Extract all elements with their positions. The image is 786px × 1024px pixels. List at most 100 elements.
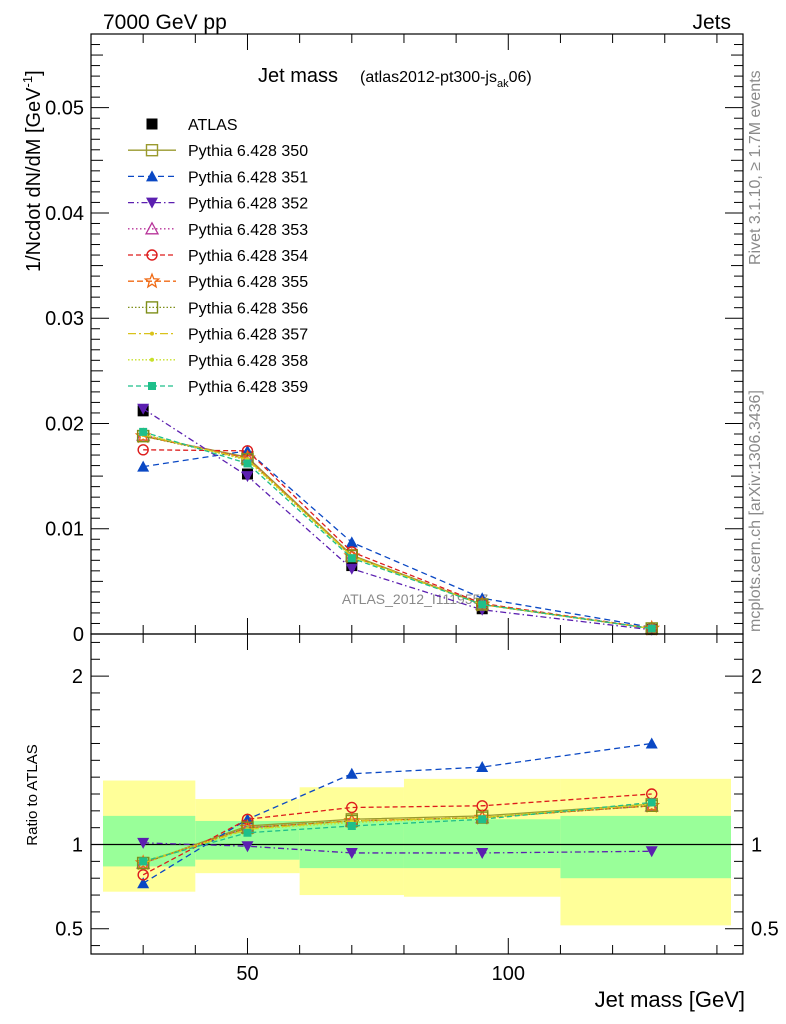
main-y-tick-label: 0.04	[45, 203, 84, 225]
ratio-y-tick-label: 0.5	[55, 919, 83, 941]
ratio-y-tick-label: 1	[72, 835, 83, 857]
ratio-series-line	[143, 842, 652, 854]
ratio-data-point	[478, 815, 487, 824]
ratio-band-inner	[560, 815, 731, 879]
main-data-point	[345, 563, 358, 575]
ratio-y-tick-labels: 0.5 1 2	[55, 666, 83, 941]
legend-marker	[145, 301, 159, 314]
main-series-line	[143, 434, 652, 630]
legend-marker	[145, 143, 159, 157]
side-label-rivet: Rivet 3.1.10, ≥ 1.7M events	[747, 70, 764, 265]
main-title: Jet mass	[258, 65, 338, 87]
ratio-plot-frame	[90, 633, 744, 955]
main-y-axis-label-close: ]	[23, 70, 45, 76]
main-axis-ticks	[90, 33, 743, 635]
main-title-note-sub: ak	[497, 78, 509, 90]
ratio-data-point	[243, 828, 252, 837]
main-y-tick-label: 0	[73, 624, 84, 646]
legend-marker	[146, 249, 158, 261]
main-data-point	[139, 427, 148, 436]
legend-label: Pythia 6.428 356	[188, 300, 308, 317]
legend-label: Pythia 6.428 359	[188, 379, 308, 396]
ratio-y-tick-label-right: 2	[751, 666, 762, 688]
ratio-series-9	[139, 798, 656, 866]
ratio-series-line	[142, 793, 652, 876]
legend-entry: Pythia 6.428 358	[128, 353, 308, 370]
legend-marker	[144, 221, 160, 235]
main-title-note: (atlas2012-pt300-jsak06)	[360, 69, 532, 90]
ratio-y-tick-label-right: 0.5	[751, 919, 779, 941]
main-panel: 0 0.01 0.02 0.03 0.04 0.05 ATLAS_2012_I111955…	[20, 33, 744, 646]
main-data-point	[647, 624, 656, 633]
main-y-tick-labels: 0 0.01 0.02 0.03 0.04 0.05	[45, 98, 84, 646]
legend-entry: Pythia 6.428 359	[128, 379, 308, 396]
legend-marker	[150, 357, 154, 362]
main-data-point	[241, 471, 254, 483]
legend-marker	[148, 382, 156, 390]
ratio-data-point	[241, 841, 254, 853]
ratio-y-tick-label-right: 1	[751, 835, 762, 857]
legend-entry: ATLAS	[146, 117, 238, 134]
main-data-point	[243, 459, 252, 468]
main-series-group	[134, 403, 661, 636]
legend-entry: Pythia 6.428 356	[128, 300, 308, 317]
ratio-data-point	[476, 847, 489, 859]
legend-entry: Pythia 6.428 352	[128, 196, 308, 213]
legend-entry: Pythia 6.428 353	[128, 221, 308, 239]
ratio-series-1	[137, 737, 658, 889]
ratio-data-point	[241, 813, 254, 825]
ratio-series-group	[134, 737, 661, 889]
legend-marker	[150, 331, 154, 336]
ratio-y-tick-labels-right: 0.5 1 2	[751, 666, 779, 941]
main-series-10	[139, 427, 656, 633]
legend-label: Pythia 6.428 357	[188, 327, 308, 344]
x-axis-label: Jet mass [GeV]	[595, 987, 745, 1012]
legend-entry: Pythia 6.428 351	[128, 169, 308, 186]
ratio-panel: 0.5 1 2 0.5 1 2 50 100 Ratio to ATLAS Jet mas…	[24, 633, 779, 1012]
legend-marker	[146, 170, 158, 182]
main-data-point	[476, 598, 489, 611]
main-data-point	[137, 403, 150, 415]
ratio-series-2	[137, 837, 658, 859]
main-y-axis-label: 1/Ncdot dN/dM [GeV-1]	[20, 70, 45, 272]
legend-marker	[143, 272, 161, 289]
ratio-data-point	[645, 737, 658, 749]
legend-label: Pythia 6.428 350	[188, 143, 308, 160]
main-series-line	[142, 408, 652, 631]
main-data-point	[137, 460, 150, 472]
legend-entry: Pythia 6.428 350	[128, 143, 308, 160]
ratio-data-point	[347, 822, 356, 830]
ratio-data-point	[476, 761, 489, 773]
ratio-series-line	[142, 742, 652, 884]
legend: ATLAS Pythia 6.428 350 Pythia 6.428 351 Pyt…	[128, 117, 308, 396]
ratio-uncertainty-bands	[103, 778, 731, 926]
legend-label: Pythia 6.428 351	[188, 169, 308, 186]
legend-label: Pythia 6.428 358	[188, 353, 308, 370]
header-left: 7000 GeV pp	[103, 11, 227, 34]
legend-label: Pythia 6.428 353	[188, 222, 308, 239]
x-tick-labels: 50 100	[236, 963, 525, 985]
ratio-y-tick-label: 2	[72, 666, 83, 688]
main-series-line	[143, 449, 652, 629]
ratio-y-axis-label: Ratio to ATLAS	[24, 744, 41, 845]
main-y-axis-label-main: 1/Ncdot dN/dM [GeV	[23, 87, 45, 272]
side-label-mcplots: mcplots.cern.ch [arXiv:1306.3436]	[747, 390, 764, 632]
legend-label: Pythia 6.428 354	[188, 248, 308, 265]
analysis-watermark: ATLAS_2012_I1119557	[342, 591, 489, 607]
ratio-data-point	[137, 837, 150, 849]
main-y-axis-label-sup: -1	[20, 76, 35, 88]
ratio-band-inner	[403, 819, 561, 869]
header-right: Jets	[692, 11, 731, 34]
x-tick-label: 50	[236, 963, 258, 985]
ratio-data-point	[137, 877, 150, 889]
main-data-point	[241, 445, 254, 457]
x-tick-label: 100	[492, 963, 525, 985]
main-data-point	[137, 444, 149, 456]
legend-marker	[146, 118, 158, 130]
main-data-point	[347, 554, 356, 563]
ratio-data-point	[645, 846, 658, 858]
ratio-data-point	[345, 847, 358, 859]
main-y-tick-label: 0.02	[45, 413, 84, 435]
main-title-note-prefix: (atlas2012-pt300-js	[360, 69, 497, 86]
